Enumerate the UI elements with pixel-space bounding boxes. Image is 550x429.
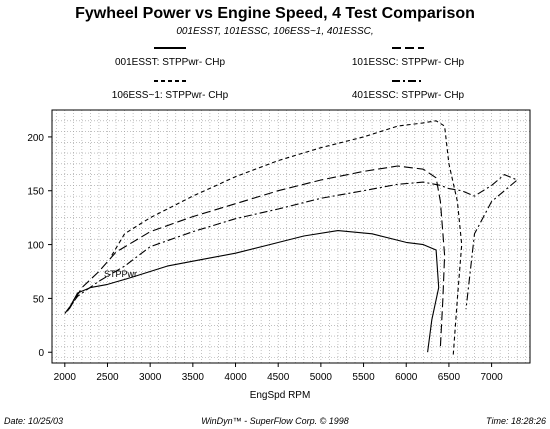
legend-label: 106ESS~1: STPPwr- CHp: [112, 90, 229, 101]
stppwr-annotation: STPPwr: [104, 269, 137, 279]
x-tick-label: 6000: [395, 372, 418, 383]
x-axis-label: EngSpd RPM: [250, 390, 311, 401]
plot-frame: [51, 109, 531, 364]
x-tick-label: 2000: [54, 372, 77, 383]
footer-time: Time: 18:28:26: [486, 416, 546, 426]
footer-credit: WinDyn™ - SuperFlow Corp. © 1998: [201, 416, 349, 426]
x-tick-label: 5500: [352, 372, 375, 383]
x-tick-label: 7000: [480, 372, 503, 383]
chart-subtitle: 001ESST, 101ESSC, 106ESS~1, 401ESSC,: [176, 26, 373, 37]
legend-label: 001ESST: STPPwr- CHp: [115, 57, 225, 68]
y-tick-label: 50: [33, 294, 45, 305]
legend: 001ESST: STPPwr- CHp 106ESS~1: STPPwr- CH…: [112, 47, 465, 101]
series-line-4: [64, 174, 518, 314]
x-tick-label: 6500: [438, 372, 461, 383]
x-tick-label: 2500: [96, 372, 119, 383]
legend-label: 101ESSC: STPPwr- CHp: [352, 57, 465, 68]
series-line-1: [66, 230, 440, 353]
y-tick-label: 0: [38, 348, 44, 359]
grid: [52, 110, 530, 363]
x-tick-label: 5000: [310, 372, 333, 383]
series-line-2: [68, 165, 446, 347]
y-tick-label: 100: [27, 241, 44, 252]
y-tick-label: 200: [27, 133, 44, 144]
x-tick-label: 4500: [267, 372, 290, 383]
y-tick-label: 150: [27, 187, 44, 198]
legend-label: 401ESSC: STPPwr- CHp: [352, 90, 465, 101]
x-tick-label: 4000: [224, 372, 247, 383]
x-tick-label: 3500: [182, 372, 205, 383]
chart-title: Fywheel Power vs Engine Speed, 4 Test Co…: [75, 5, 475, 22]
series-lines: [64, 120, 518, 356]
axis-ticks: 2000 2500 3000 3500 4000 4500 5000 5500 6000 6500…: [27, 133, 503, 383]
x-tick-label: 3000: [139, 372, 162, 383]
footer-date: Date: 10/25/03: [4, 416, 63, 426]
series-line-3: [111, 120, 463, 356]
